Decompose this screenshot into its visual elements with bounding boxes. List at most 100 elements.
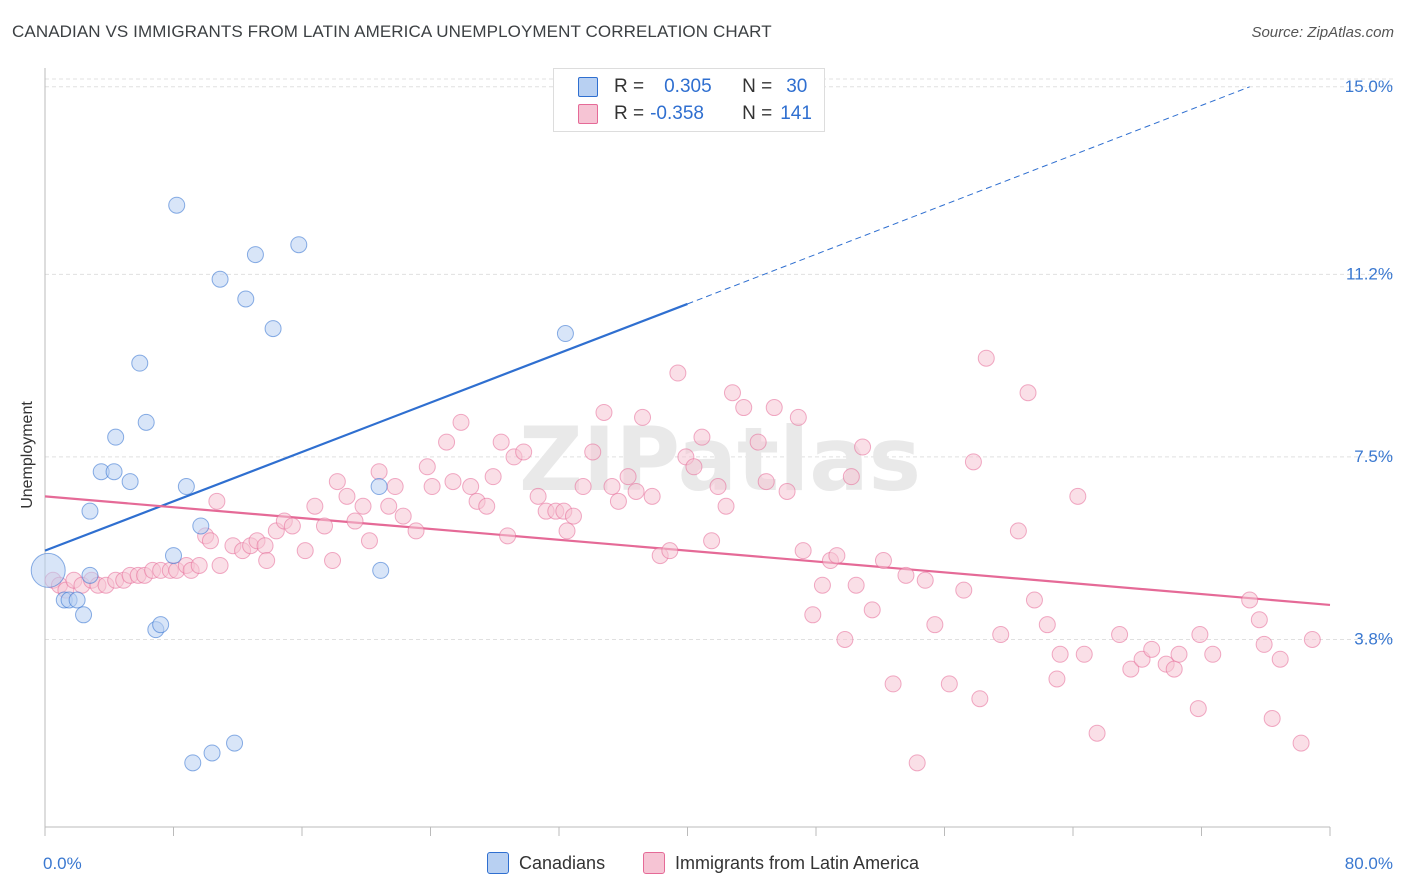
latin-america-point — [1088, 724, 1106, 742]
canadians-trend-extension — [687, 86, 1250, 305]
source-label: Source: ZipAtlas.com — [1251, 24, 1394, 41]
latin-america-point — [884, 675, 902, 693]
latin-america-point — [804, 606, 822, 624]
latin-america-trend-line — [44, 495, 1331, 607]
latin-america-point — [778, 482, 796, 500]
watermark: ZIPatlas — [519, 408, 921, 511]
canadians-point — [226, 734, 244, 752]
canadians-point — [211, 270, 229, 288]
legend-label-canadians: Canadians — [519, 852, 606, 873]
canadians-point — [290, 236, 308, 254]
latin-america-point — [478, 497, 496, 515]
legend-label-latin-america: Immigrants from Latin America — [675, 852, 920, 873]
latin-america-point — [669, 364, 687, 382]
latin-america-point — [407, 522, 425, 540]
latin-america-point — [794, 542, 812, 560]
latin-america-point — [346, 512, 364, 530]
latin-america-point — [418, 458, 436, 476]
y-tick-label: 11.2% — [1346, 264, 1393, 283]
latin-america-point — [595, 403, 613, 421]
data-points — [30, 196, 1321, 772]
canadians-trend-line — [44, 302, 688, 552]
legend-item-latin-america: Immigrants from Latin America — [643, 852, 919, 874]
latin-america-point — [828, 547, 846, 565]
latin-america-point — [955, 581, 973, 599]
latin-america-point — [529, 487, 547, 505]
legend-swatch-canadians — [487, 852, 509, 874]
latin-america-point — [1263, 709, 1281, 727]
latin-america-point — [916, 571, 934, 589]
axes — [44, 68, 1331, 836]
canadians-point — [203, 744, 221, 762]
canadians-point — [131, 354, 149, 372]
canadians-point — [107, 428, 125, 446]
latin-america-point — [515, 443, 533, 461]
latin-america-point — [735, 399, 753, 417]
latin-america-point — [897, 566, 915, 584]
x-tick-label: 80.0% — [1345, 854, 1393, 873]
canadians-point — [75, 606, 93, 624]
latin-america-point — [462, 478, 480, 496]
chart-title: CANADIAN VS IMMIGRANTS FROM LATIN AMERIC… — [12, 22, 772, 41]
latin-america-point — [1051, 645, 1069, 663]
y-axis-label: Unemployment — [19, 401, 36, 509]
latin-america-point — [1038, 616, 1056, 634]
legend-n-value: 30 — [786, 76, 808, 97]
canadians-point — [237, 290, 255, 308]
latin-america-point — [842, 468, 860, 486]
canadians-point — [68, 591, 86, 609]
y-tick-label: 15.0% — [1345, 77, 1393, 96]
latin-america-point — [1189, 700, 1207, 718]
latin-america-point — [619, 468, 637, 486]
latin-america-point — [765, 399, 783, 417]
latin-america-point — [370, 463, 388, 481]
latin-america-point — [452, 413, 470, 431]
canadians-point — [370, 478, 388, 496]
legend-r-value: 0.305 — [664, 76, 712, 97]
latin-america-point — [190, 556, 208, 574]
canadians-point — [121, 473, 139, 491]
latin-america-point — [328, 473, 346, 491]
latin-america-point — [940, 675, 958, 693]
latin-america-point — [854, 438, 872, 456]
latin-america-point — [1165, 660, 1183, 678]
latin-america-point — [306, 497, 324, 515]
latin-america-point — [360, 532, 378, 550]
canadians-point — [168, 196, 186, 214]
latin-america-point — [338, 487, 356, 505]
latin-america-point — [1191, 626, 1209, 644]
latin-america-point — [1111, 626, 1129, 644]
correlation-legend: R = 0.305 N = 30 R = -0.358 N = 141 — [553, 68, 825, 132]
canadians-point — [177, 478, 195, 496]
latin-america-point — [484, 468, 502, 486]
latin-america-point — [757, 473, 775, 491]
canadians-point — [105, 463, 123, 481]
latin-america-point — [1303, 630, 1321, 648]
latin-america-point — [499, 527, 517, 545]
x-tick-label: 0.0% — [43, 854, 82, 873]
latin-america-point — [584, 443, 602, 461]
latin-america-point — [643, 487, 661, 505]
latin-america-point — [661, 542, 679, 560]
latin-america-point — [1069, 487, 1087, 505]
latin-america-point — [964, 453, 982, 471]
latin-america-point — [836, 630, 854, 648]
latin-america-point — [315, 517, 333, 535]
latin-america-point — [394, 507, 412, 525]
series-legend: Canadians Immigrants from Latin America — [0, 852, 1406, 876]
latin-america-point — [847, 576, 865, 594]
latin-america-point — [1204, 645, 1222, 663]
latin-america-point — [201, 532, 219, 550]
latin-america-point — [926, 616, 944, 634]
tick-labels: 3.8% 7.5% 11.2% 15.0% 0.0% 80.0% — [43, 77, 1393, 873]
latin-america-point — [685, 458, 703, 476]
canadians-point — [81, 502, 99, 520]
latin-america-point — [603, 478, 621, 496]
canadians-point — [556, 325, 574, 343]
latin-america-point — [423, 478, 441, 496]
canadians-point — [264, 320, 282, 338]
latin-america-point — [609, 492, 627, 510]
latin-america-point — [992, 626, 1010, 644]
latin-america-point — [874, 552, 892, 570]
latin-america-point — [1250, 611, 1268, 629]
